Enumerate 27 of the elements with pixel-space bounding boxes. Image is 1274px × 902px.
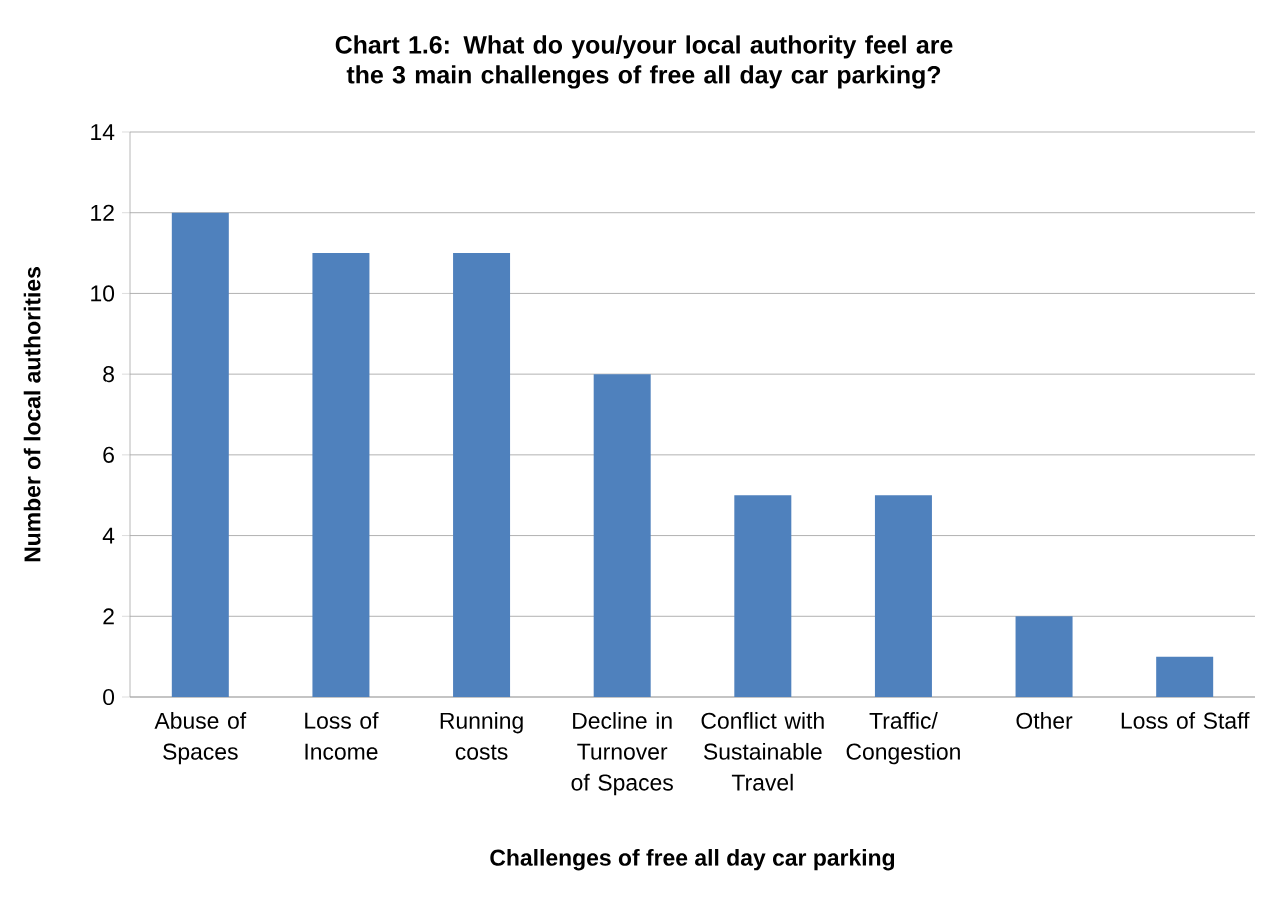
y-tick-label: 4	[102, 527, 115, 544]
x-tick-label: Decline in Turnover of Spaces	[571, 712, 673, 796]
x-tick-label: Traffic/ Congestion	[846, 712, 960, 765]
y-tick-label: 14	[91, 124, 115, 140]
y-tick-label: 10	[91, 285, 115, 302]
x-tick-label: Loss of Staff	[1121, 712, 1250, 729]
bar	[593, 374, 651, 697]
bar	[874, 495, 932, 697]
x-tick-label: Running costs	[440, 712, 523, 760]
y-tick-label: 2	[103, 608, 114, 625]
x-tick-label: Loss of Income	[305, 712, 379, 760]
y-tick-label: 8	[103, 366, 114, 383]
y-tick-label: 0	[103, 688, 115, 706]
bar	[171, 212, 229, 697]
y-tick-label: 6	[103, 446, 114, 463]
bar	[453, 253, 511, 697]
bar	[1156, 656, 1214, 697]
x-axis-title: Challenges of free all day car parking	[490, 849, 895, 871]
bar	[734, 495, 792, 697]
y-tick-label: 12	[91, 204, 114, 221]
x-tick-label: Abuse of Spaces	[154, 712, 247, 765]
bar	[1015, 616, 1073, 697]
y-axis-title: Number of local authorities	[23, 267, 41, 562]
x-tick-label: Other	[1016, 712, 1073, 729]
bar	[312, 253, 370, 697]
chart-title: Chart 1.6: What do you/your local authority feel are the 3 main challenges of free all day car parking?	[335, 35, 953, 89]
x-tick-label: Conflict with Sustainable Travel	[701, 712, 824, 791]
